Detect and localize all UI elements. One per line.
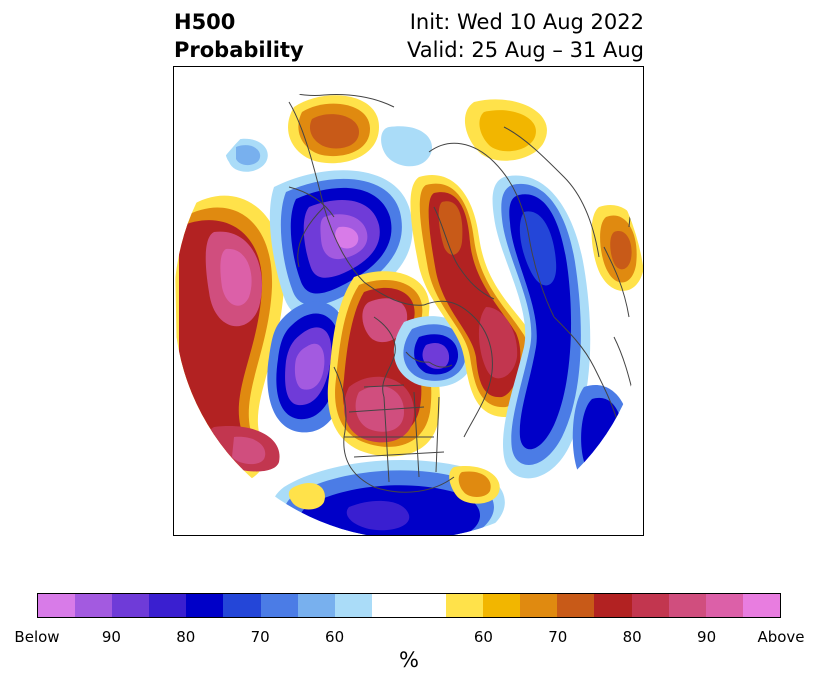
colorbar-segment	[594, 594, 632, 617]
colorbar-tick-label: Below	[14, 628, 60, 646]
colorbar-segment	[483, 594, 521, 617]
map-disk	[174, 67, 643, 535]
colorbar-tick-label: 80	[622, 628, 642, 646]
colorbar-segment	[112, 594, 150, 617]
colorbar-tick-label: 70	[548, 628, 568, 646]
colorbar-tick-label: 80	[176, 628, 196, 646]
colorbar-segment	[557, 594, 595, 617]
arctic-below-anomaly	[393, 316, 474, 388]
colorbar-tick-label: 90	[101, 628, 121, 646]
colorbar-segment	[520, 594, 558, 617]
colorbar-tick-label: 70	[250, 628, 270, 646]
title-left: H500 Probability	[174, 8, 304, 64]
colorbar-segment	[149, 594, 187, 617]
colorbar-segment	[260, 594, 298, 617]
colorbar-segment	[668, 594, 706, 617]
colorbar-segment	[334, 594, 372, 617]
map-panel	[173, 66, 644, 536]
valid-period: Valid: 25 Aug – 31 Aug	[406, 38, 644, 62]
colorbar-segment	[446, 594, 484, 617]
init-date: Init: Wed 10 Aug 2022	[409, 10, 644, 34]
colorbar-segment	[38, 594, 76, 617]
europe-below-anomaly	[492, 175, 630, 489]
siberia-above-anomaly	[591, 205, 643, 291]
colorbar-segment	[631, 594, 669, 617]
title-right: Init: Wed 10 Aug 2022 Valid: 25 Aug – 31…	[407, 8, 644, 64]
coastlines	[263, 86, 635, 493]
arctic-top-below-patches	[225, 126, 433, 172]
probability-map	[174, 67, 643, 535]
arctic-top-above-anomaly	[288, 95, 547, 164]
title-variable: H500	[174, 10, 236, 34]
colorbar-segment	[297, 594, 335, 617]
colorbar-tick-label: 60	[473, 628, 493, 646]
colorbar-segment	[371, 594, 409, 617]
colorbar-segment	[408, 594, 447, 617]
colorbar-segment	[223, 594, 261, 617]
colorbar-segment	[186, 594, 224, 617]
colorbar-tick-label: 60	[325, 628, 345, 646]
colorbar-segment	[705, 594, 743, 617]
north-america-above-anomaly	[327, 271, 440, 457]
probability-colorbar	[37, 593, 781, 618]
colorbar-segment	[75, 594, 113, 617]
colorbar-tick-label: 90	[697, 628, 717, 646]
west-pacific-above-anomaly	[174, 195, 285, 485]
southern-us-below-anomaly	[271, 460, 505, 535]
colorbar-unit-label: %	[399, 648, 419, 672]
colorbar-segment	[742, 594, 780, 617]
title-product: Probability	[174, 38, 304, 62]
colorbar-tick-label: Above	[757, 628, 805, 646]
